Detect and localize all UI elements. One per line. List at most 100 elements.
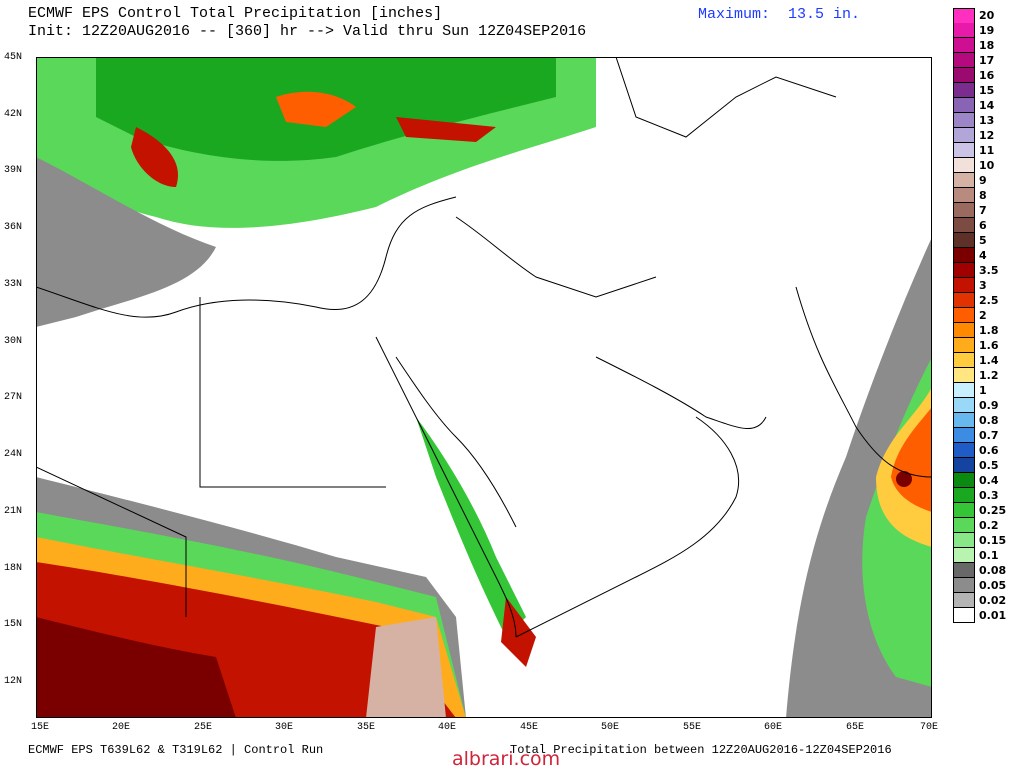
lat-label: 30N xyxy=(4,336,23,347)
legend-swatch xyxy=(953,338,975,353)
legend-label: 2.5 xyxy=(979,294,999,307)
legend-label: 13 xyxy=(979,114,995,127)
legend-label: 9 xyxy=(979,174,987,187)
legend-label: 6 xyxy=(979,219,987,232)
lat-label: 12N xyxy=(4,676,23,687)
legend-swatch xyxy=(953,128,975,143)
legend-label: 3 xyxy=(979,279,987,292)
legend-swatch xyxy=(953,158,975,173)
legend-label: 0.05 xyxy=(979,579,1007,592)
lat-label: 21N xyxy=(4,506,23,517)
legend-label: 1.8 xyxy=(979,324,999,337)
legend-swatch xyxy=(953,218,975,233)
legend-swatch xyxy=(953,503,975,518)
legend-swatch xyxy=(953,143,975,158)
lat-label: 15N xyxy=(4,619,23,630)
legend-label: 0.2 xyxy=(979,519,999,532)
legend-label: 0.9 xyxy=(979,399,999,412)
legend-swatch xyxy=(953,368,975,383)
legend-label: 0.01 xyxy=(979,609,1007,622)
legend-swatch xyxy=(953,248,975,263)
lat-label: 18N xyxy=(4,563,23,574)
legend-swatch xyxy=(953,8,975,24)
legend-swatch xyxy=(953,98,975,113)
legend-label: 4 xyxy=(979,249,987,262)
legend-label: 1.2 xyxy=(979,369,999,382)
map-canvas xyxy=(36,57,932,718)
legend-swatch xyxy=(953,353,975,368)
legend-label: 1 xyxy=(979,384,987,397)
lat-label: 24N xyxy=(4,449,23,460)
lat-label: 42N xyxy=(4,109,23,120)
legend-label: 0.8 xyxy=(979,414,999,427)
legend-swatch xyxy=(953,548,975,563)
legend-swatch xyxy=(953,428,975,443)
legend-swatch xyxy=(953,518,975,533)
legend-swatch xyxy=(953,488,975,503)
legend-swatch xyxy=(953,473,975,488)
watermark: albrari.com xyxy=(452,748,561,770)
lat-label: 39N xyxy=(4,165,23,176)
legend-swatch xyxy=(953,578,975,593)
legend-label: 7 xyxy=(979,204,987,217)
legend-swatch xyxy=(953,413,975,428)
legend-label: 8 xyxy=(979,189,987,202)
legend-label: 3.5 xyxy=(979,264,999,277)
legend-label: 17 xyxy=(979,54,995,67)
legend-label: 0.7 xyxy=(979,429,999,442)
legend-label: 0.3 xyxy=(979,489,999,502)
legend-swatch xyxy=(953,113,975,128)
lon-label: 60E xyxy=(764,722,783,733)
legend-label: 1.4 xyxy=(979,354,999,367)
legend-swatch xyxy=(953,383,975,398)
legend-label: 10 xyxy=(979,159,995,172)
legend-swatch xyxy=(953,533,975,548)
legend-label: 0.1 xyxy=(979,549,999,562)
legend-label: 2 xyxy=(979,309,987,322)
legend-label: 20 xyxy=(979,9,995,22)
lat-label: 33N xyxy=(4,279,23,290)
legend-swatch xyxy=(953,443,975,458)
legend-swatch xyxy=(953,233,975,248)
legend-label: 0.08 xyxy=(979,564,1007,577)
lon-label: 15E xyxy=(31,722,50,733)
legend-label: 18 xyxy=(979,39,995,52)
lon-label: 40E xyxy=(438,722,457,733)
legend-label: 0.5 xyxy=(979,459,999,472)
legend-swatch xyxy=(953,563,975,578)
lon-label: 65E xyxy=(846,722,865,733)
lon-label: 30E xyxy=(275,722,294,733)
legend-swatch xyxy=(953,308,975,323)
legend-swatch xyxy=(953,593,975,608)
footer-model-info: ECMWF EPS T639L62 & T319L62 | Control Ru… xyxy=(28,743,324,757)
lon-label: 35E xyxy=(357,722,376,733)
lon-label: 55E xyxy=(683,722,702,733)
init-valid-line: Init: 12Z20AUG2016 -- [360] hr --> Valid… xyxy=(28,23,587,40)
legend-swatch xyxy=(953,23,975,38)
legend-label: 0.6 xyxy=(979,444,999,457)
lat-label: 27N xyxy=(4,392,23,403)
legend-label: 0.25 xyxy=(979,504,1007,517)
legend-label: 16 xyxy=(979,69,995,82)
legend-label: 14 xyxy=(979,99,995,112)
legend-label: 19 xyxy=(979,24,995,37)
footer-period-info: Total Precipitation between 12Z20AUG2016… xyxy=(510,743,892,757)
lat-label: 45N xyxy=(4,52,23,63)
legend-swatch xyxy=(953,398,975,413)
legend-swatch xyxy=(953,173,975,188)
legend-label: 0.02 xyxy=(979,594,1007,607)
legend-swatch xyxy=(953,293,975,308)
lon-label: 50E xyxy=(601,722,620,733)
legend-swatch xyxy=(953,263,975,278)
map-outlines xyxy=(36,57,932,638)
lon-label: 20E xyxy=(112,722,131,733)
lon-label: 45E xyxy=(520,722,539,733)
maximum-label: Maximum: 13.5 in. xyxy=(698,6,861,23)
legend-swatch xyxy=(953,278,975,293)
legend-swatch xyxy=(953,68,975,83)
legend-swatch xyxy=(953,83,975,98)
legend-label: 1.6 xyxy=(979,339,999,352)
legend-label: 5 xyxy=(979,234,987,247)
legend-swatch xyxy=(953,323,975,338)
lat-label: 36N xyxy=(4,222,23,233)
